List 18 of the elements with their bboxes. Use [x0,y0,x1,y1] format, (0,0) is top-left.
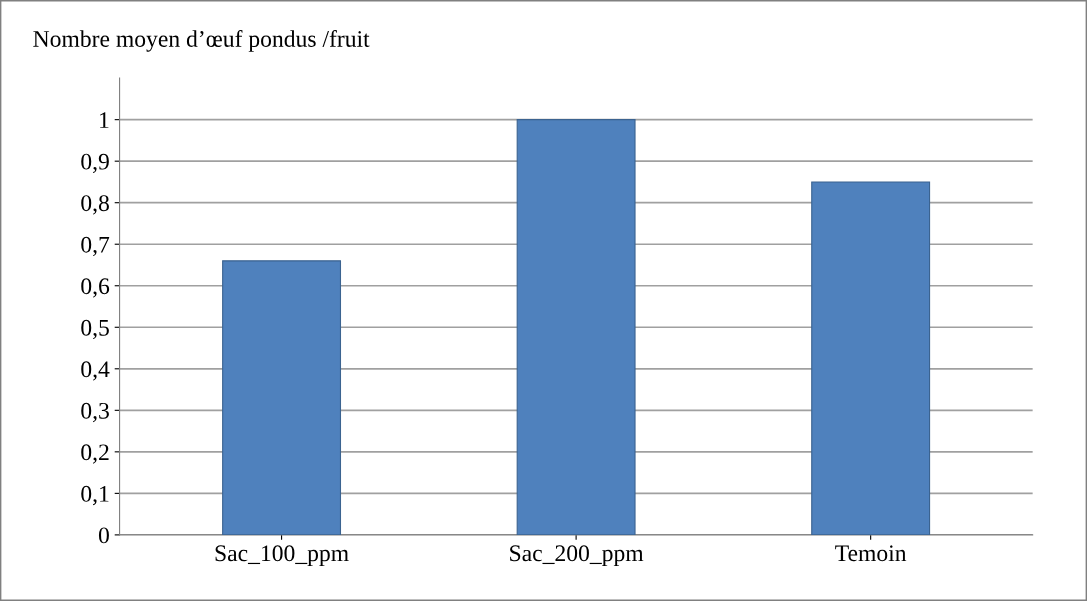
y-tick-label: 0,6 [81,278,110,298]
y-tick-label: 1 [100,112,109,128]
y-tick-label: 0,7 [81,236,110,257]
y-tick-label: 0,2 [81,444,109,464]
bar [811,181,931,535]
y-tick-label: 0,4 [81,361,110,381]
x-tick-label: Sac_100_ppm [215,545,349,567]
x-tick-label: Sac_200_ppm [510,545,644,567]
bar [222,260,342,535]
chart-title: Nombre moyen d’œuf pondus /fruit [33,30,370,52]
y-tick-label: 0,1 [81,485,109,506]
y-tick-label: 0,5 [81,319,109,340]
x-tick-label: Temoin [835,545,907,562]
y-tick-label: 0,3 [81,402,109,423]
bar [516,119,636,535]
y-tick-label: 0,8 [81,195,109,215]
y-tick-label: 0 [98,527,109,544]
y-tick-label: 0,9 [81,153,109,173]
